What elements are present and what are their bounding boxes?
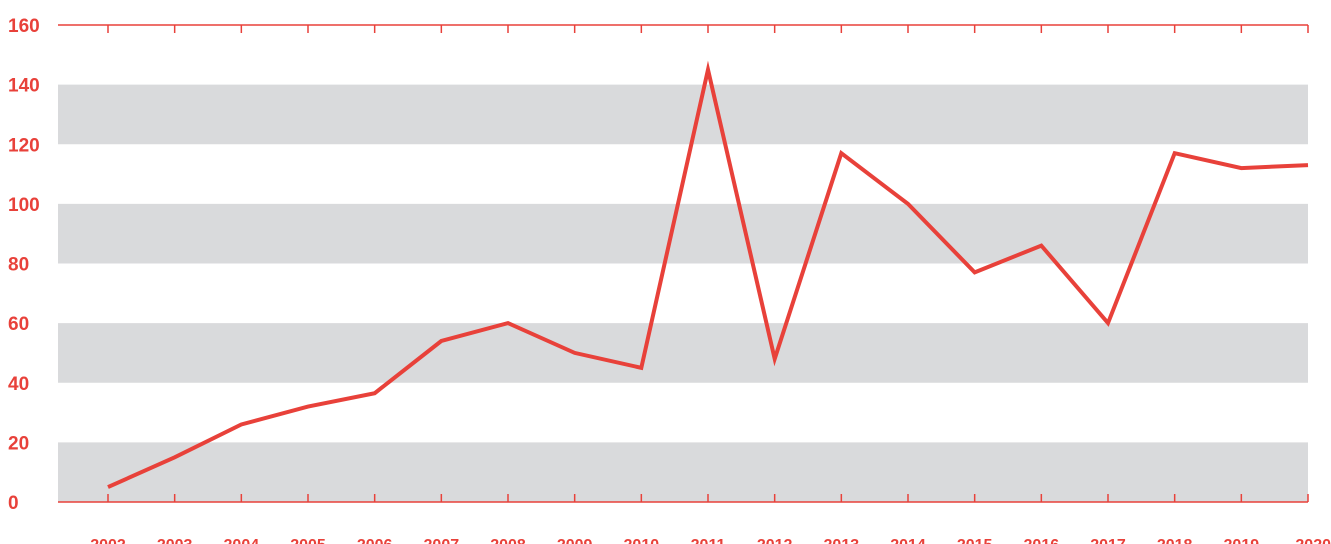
x-tick-label: 2008 [490,537,526,544]
x-tick-label: 2019 [1224,537,1260,544]
grid-band [58,323,1308,383]
x-tick-label: 2002 [90,537,126,544]
x-tick-label: 2018 [1157,537,1193,544]
grid-band [58,203,1308,264]
y-tick-label: 0 [8,493,19,514]
x-tick-label: 2003 [157,537,193,544]
y-tick-label: 20 [8,433,29,454]
x-tick-label: 2005 [290,537,326,544]
axes [58,24,1309,503]
x-tick-labels: 2002 2003 2004 2005 2006 2007 2008 2009 2010 2011… [90,537,1331,544]
grid-band [58,84,1308,145]
x-tick-label: 2017 [1090,537,1126,544]
y-tick-label: 100 [8,195,40,216]
x-tick-label: 2004 [224,537,260,544]
x-tick-label: 2007 [424,537,460,544]
y-tick-label: 120 [8,135,40,156]
x-tick-label: 2012 [757,537,793,544]
data-points [107,69,1309,488]
y-tick-label: 60 [8,314,29,335]
x-tick-label: 2009 [557,537,593,544]
x-tick-label: 2016 [1024,537,1060,544]
grid-bands [58,84,1308,502]
y-tick-label: 40 [8,374,29,395]
grid-band [58,442,1308,502]
y-tick-label: 160 [8,16,40,37]
y-tick-label: 80 [8,255,29,276]
x-tick-label: 2010 [624,537,660,544]
x-tick-label: 2013 [824,537,860,544]
x-tick-label: 2006 [357,537,393,544]
y-tick-labels: 0 20 40 60 80 100 120 140 160 [8,16,40,514]
x-tick-label: 2015 [957,537,993,544]
x-tick-label: 2011 [691,537,726,544]
y-tick-label: 140 [8,76,40,97]
x-tick-label: 2020 [1295,537,1331,544]
